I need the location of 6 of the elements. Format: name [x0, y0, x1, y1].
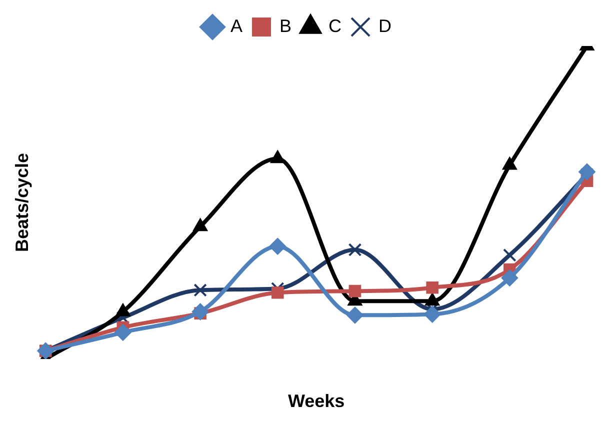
legend-label: D: [378, 16, 392, 36]
legend-label: C: [328, 16, 342, 36]
legend-label: B: [280, 16, 292, 36]
x-axis-title: Weeks: [288, 391, 345, 412]
legend-label: A: [230, 16, 243, 36]
y-axis-title: Beats/cycle: [12, 152, 32, 252]
